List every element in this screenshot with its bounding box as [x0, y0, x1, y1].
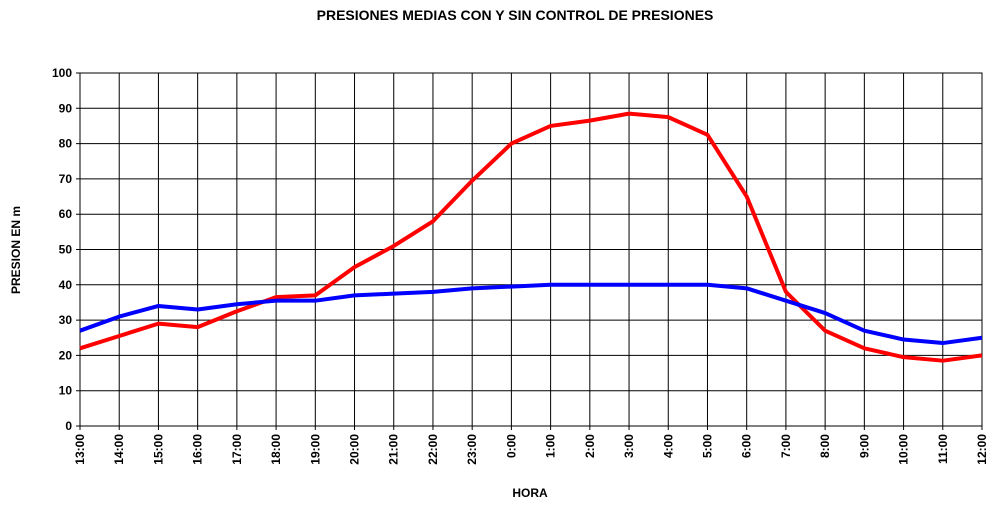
y-tick-label: 90 [59, 101, 73, 115]
y-tick-label: 100 [52, 66, 72, 80]
x-tick-label: 4:00 [661, 434, 675, 458]
x-tick-label: 16:00 [191, 434, 205, 465]
x-tick-label: 7:00 [779, 434, 793, 458]
x-tick-label: 12:00 [975, 434, 989, 465]
y-axis-label: PRESION EN m [9, 206, 23, 294]
x-tick-label: 19:00 [308, 434, 322, 465]
x-tick-label: 1:00 [544, 434, 558, 458]
x-tick-label: 23:00 [465, 434, 479, 465]
series-line [79, 111, 983, 363]
x-tick-label: 17:00 [230, 434, 244, 465]
y-tick-label: 80 [59, 137, 73, 151]
y-tick-label: 0 [65, 419, 72, 433]
y-tick-label: 50 [59, 243, 73, 257]
x-tick-label: 9:00 [857, 434, 871, 458]
series-line [79, 282, 983, 346]
y-tick-label: 20 [59, 348, 73, 362]
x-tick-label: 6:00 [740, 434, 754, 458]
x-tick-label: 10:00 [897, 434, 911, 465]
x-tick-label: 0:00 [504, 434, 518, 458]
y-tick-label: 40 [59, 278, 73, 292]
y-tick-label: 70 [59, 172, 73, 186]
x-tick-label: 20:00 [348, 434, 362, 465]
x-tick-label: 2:00 [583, 434, 597, 458]
x-tick-label: 22:00 [426, 434, 440, 465]
x-tick-label: 8:00 [818, 434, 832, 458]
x-tick-label: 14:00 [112, 434, 126, 465]
x-tick-label: 11:00 [936, 434, 950, 464]
x-tick-label: 5:00 [700, 434, 714, 458]
chart-title: PRESIONES MEDIAS CON Y SIN CONTROL DE PR… [317, 7, 714, 23]
x-tick-label: 13:00 [73, 434, 87, 465]
x-axis-label: HORA [512, 486, 548, 500]
x-tick-label: 3:00 [622, 434, 636, 458]
x-tick-label: 21:00 [387, 434, 401, 465]
y-tick-label: 30 [59, 313, 73, 327]
y-tick-label: 10 [59, 384, 73, 398]
y-tick-label: 60 [59, 207, 73, 221]
x-tick-label: 15:00 [151, 434, 165, 465]
x-tick-label: 18:00 [269, 434, 283, 465]
